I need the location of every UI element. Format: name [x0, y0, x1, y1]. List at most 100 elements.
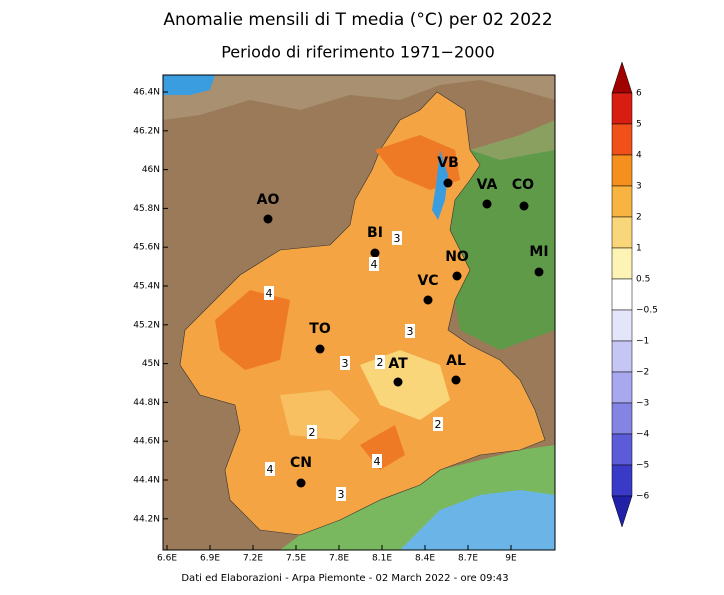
map: [162, 74, 556, 551]
colorbar-segment: [611, 92, 633, 125]
lat-label: 45.8N: [133, 204, 160, 214]
anomaly-low: [280, 390, 360, 440]
lat-label: 44.4N: [133, 476, 160, 486]
colorbar-segment: [611, 216, 633, 249]
city-dot: [370, 248, 380, 258]
colorbar-segment: [611, 340, 633, 373]
colorbar-label: 0.5: [636, 275, 650, 285]
city-dot: [519, 201, 529, 211]
contour-label: 3: [338, 488, 345, 501]
contour-label: 4: [371, 258, 378, 271]
lat-label: 44.6N: [133, 437, 160, 447]
colorbar-label: −6: [636, 492, 650, 502]
contour-label: 3: [342, 357, 349, 370]
city-label: CN: [290, 455, 312, 471]
colorbar-label: 6: [636, 89, 642, 99]
lat-label: 45.2N: [133, 320, 160, 330]
contour-label-box: [265, 462, 275, 476]
colorbar-triangle: [611, 495, 633, 528]
contour-label: 4: [266, 287, 273, 300]
contour-label: 2: [435, 418, 442, 431]
contour-label: 2: [377, 356, 384, 369]
contour-label: 4: [374, 455, 381, 468]
contour-label-box: [375, 355, 385, 369]
colorbar-segment: [611, 402, 633, 435]
city-dot: [393, 377, 403, 387]
colorbar-label: 1: [636, 244, 642, 254]
colorbar-label: −4: [636, 430, 650, 440]
lat-label: 45.6N: [133, 243, 160, 253]
colorbar-label: 3: [636, 182, 642, 192]
colorbar-segment: [611, 247, 633, 280]
city-label: AL: [446, 353, 466, 369]
contour-label: 4: [267, 463, 274, 476]
lat-label: 46N: [142, 165, 160, 175]
city-dot: [423, 295, 433, 305]
lon-label: 7.8E: [329, 554, 349, 564]
contour-label-box: [340, 356, 350, 370]
colorbar-segment: [611, 371, 633, 404]
city-label: TO: [309, 321, 331, 337]
colorbar-segment: [611, 154, 633, 187]
colorbar-segment: [611, 123, 633, 156]
subtitle: Periodo di riferimento 1971−2000: [221, 43, 495, 62]
colorbar-label: −5: [636, 461, 649, 471]
colorbar-label: −0.5: [636, 306, 658, 316]
lon-label: 6.9E: [200, 554, 220, 564]
colorbar-segment: [611, 464, 633, 497]
anomaly-high: [360, 425, 405, 470]
city-dot: [315, 344, 325, 354]
lake-geneva: [163, 75, 215, 95]
lago-maggiore: [432, 150, 448, 220]
lat-label: 44.8N: [133, 398, 160, 408]
city-label: AO: [257, 192, 280, 208]
lon-label: 6.6E: [157, 554, 177, 564]
colorbar-label: 4: [636, 151, 642, 161]
colorbar-segment: [611, 185, 633, 218]
lat-label: 44.2N: [133, 514, 160, 524]
lombardy: [450, 140, 555, 350]
contour-label-box: [405, 324, 415, 338]
colorbar-segment: [611, 278, 633, 311]
contour-label-box: [369, 257, 379, 271]
contour-label-box: [336, 487, 346, 501]
colorbar-segment: [611, 433, 633, 466]
alps-east: [470, 120, 555, 160]
contour-label-box: [264, 286, 274, 300]
footer: Dati ed Elaborazioni - Arpa Piemonte - 0…: [181, 573, 508, 584]
lat-label: 46.2N: [133, 126, 160, 136]
colorbar-label: −2: [636, 368, 649, 378]
contour-label: 3: [407, 325, 414, 338]
city-dot: [482, 199, 492, 209]
colorbar-label: 5: [636, 120, 642, 130]
contour-label-box: [433, 417, 443, 431]
city-label: MI: [529, 244, 548, 260]
lon-label: 8.1E: [372, 554, 392, 564]
contour-label-box: [307, 425, 317, 439]
colorbar-label: 2: [636, 213, 642, 223]
lon-label: 8.4E: [415, 554, 435, 564]
sea: [400, 490, 555, 550]
lon-label: 9E: [505, 554, 517, 564]
city-label: AT: [388, 356, 408, 372]
city-dot: [534, 267, 544, 277]
lon-label: 7.5E: [286, 554, 306, 564]
title: Anomalie mensili di T media (°C) per 02 …: [163, 10, 552, 30]
city-dot: [263, 214, 273, 224]
lon-label: 8.7E: [458, 554, 478, 564]
city-label: BI: [367, 225, 383, 241]
frame: [162, 74, 556, 551]
city-dot: [443, 178, 453, 188]
city-label: VA: [477, 177, 498, 193]
colorbar: 6 5 4 3 2 1 0.5 −0.5 −1 −2 −3 −4 −5 −6: [611, 61, 658, 528]
city-dot: [452, 271, 462, 281]
terrain-north: [163, 75, 555, 120]
contour-label-box: [372, 454, 382, 468]
lat-label: 45.4N: [133, 282, 160, 292]
colorbar-segment: [611, 309, 633, 342]
city-label: VC: [417, 273, 438, 289]
colorbar-label: −1: [636, 337, 649, 347]
lat-label: 46.4N: [133, 88, 160, 98]
city-label: NO: [445, 249, 469, 265]
